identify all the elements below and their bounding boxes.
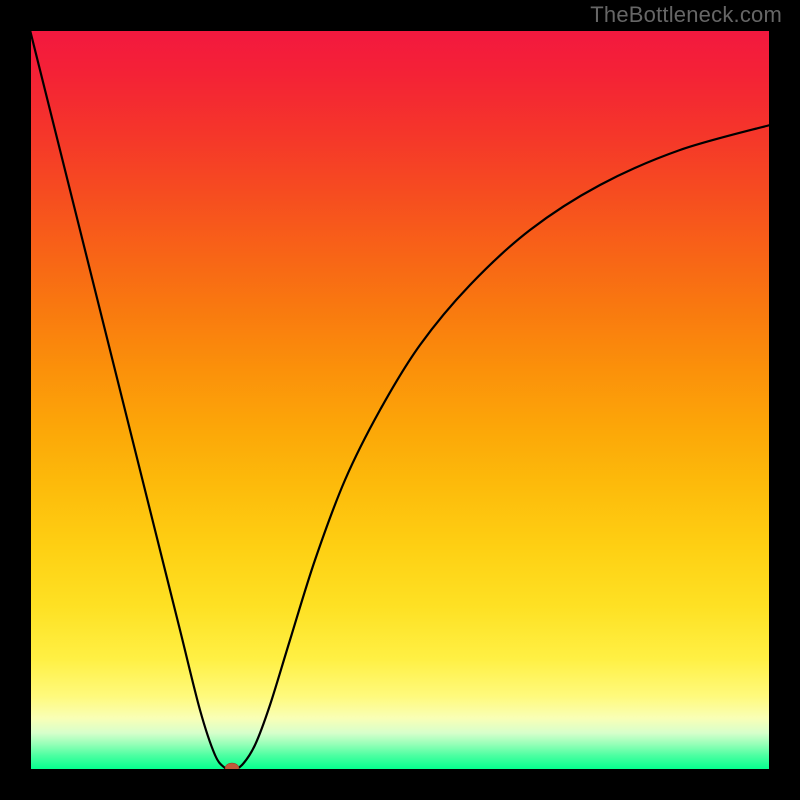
bottleneck-chart [0,0,800,800]
chart-container: { "watermark": { "text": "TheBottleneck.… [0,0,800,800]
watermark-text: TheBottleneck.com [590,2,782,28]
plot-background-gradient [30,30,770,770]
